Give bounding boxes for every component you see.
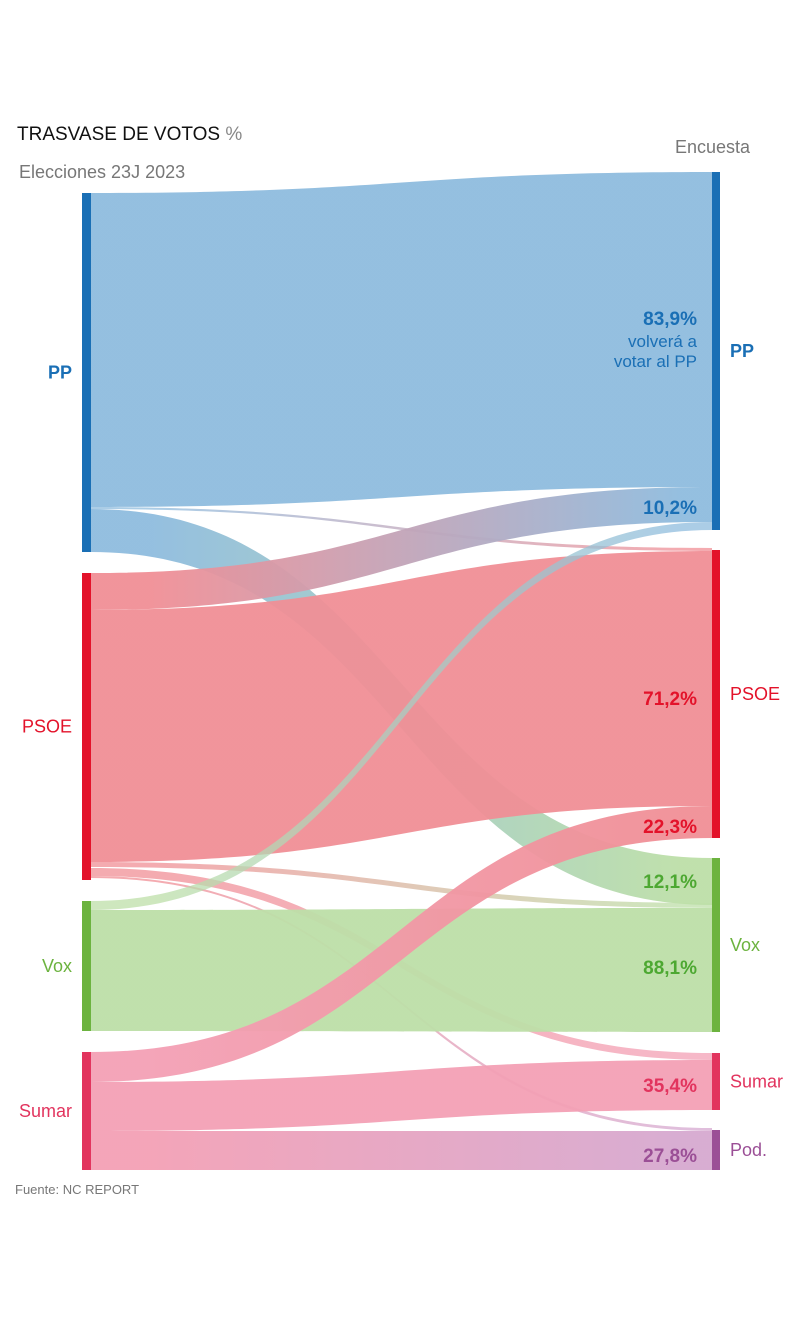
target-node-label: Pod.: [730, 1140, 767, 1160]
flow-label: 83,9%: [643, 309, 697, 330]
flow-label: 27,8%: [643, 1146, 697, 1167]
flow-vox-to-pp: [91, 522, 712, 910]
flow-psoe-to-pp: [91, 487, 712, 610]
target-node-label: Sumar: [730, 1072, 783, 1092]
flow-label: 22,3%: [643, 817, 697, 838]
flow-pp-to-psoe: [91, 507, 712, 551]
flow-pp-to-pp: [91, 172, 712, 507]
target-node-psoe: [712, 550, 720, 838]
target-node-pod: [712, 1130, 720, 1170]
flow-sumar-to-sumar: [91, 1060, 712, 1131]
chart-title: TRASVASE DE VOTOS %: [17, 124, 242, 146]
source-node-label: PSOE: [22, 717, 72, 737]
flow-label: 71,2%: [643, 689, 697, 710]
right-column-header: Encuesta: [675, 137, 751, 157]
source-node-psoe: [82, 573, 91, 880]
flow-note: votar al PP: [614, 352, 697, 371]
flow-label: 10,2%: [643, 498, 697, 519]
source-node-label: Vox: [42, 956, 72, 976]
source-node-label: Sumar: [19, 1101, 72, 1121]
flow-psoe-to-psoe: [91, 551, 712, 862]
flow-label: 88,1%: [643, 958, 697, 979]
target-node-label: PP: [730, 341, 754, 361]
target-node-label: PSOE: [730, 684, 780, 704]
flow-vox-to-vox: [91, 908, 712, 1032]
target-node-vox: [712, 858, 720, 1032]
source-note: Fuente: NC REPORT: [15, 1182, 140, 1197]
flow-label: 12,1%: [643, 872, 697, 893]
source-node-label: PP: [48, 363, 72, 383]
title-text: TRASVASE DE VOTOS: [17, 124, 221, 145]
target-node-pp: [712, 172, 720, 530]
left-column-header: Elecciones 23J 2023: [19, 162, 186, 182]
flow-psoe-to-vox: [91, 862, 712, 908]
flow-sumar-to-psoe: [91, 806, 712, 1082]
flow-label: 35,4%: [643, 1076, 697, 1097]
target-node-label: Vox: [730, 935, 760, 955]
source-node-pp: [82, 193, 91, 552]
source-node-vox: [82, 901, 91, 1031]
flow-note: volverá a: [628, 332, 698, 351]
title-unit: %: [225, 124, 243, 145]
flow-sumar-to-pod: [91, 1131, 712, 1170]
target-node-sumar: [712, 1053, 720, 1110]
source-node-sumar: [82, 1052, 91, 1170]
